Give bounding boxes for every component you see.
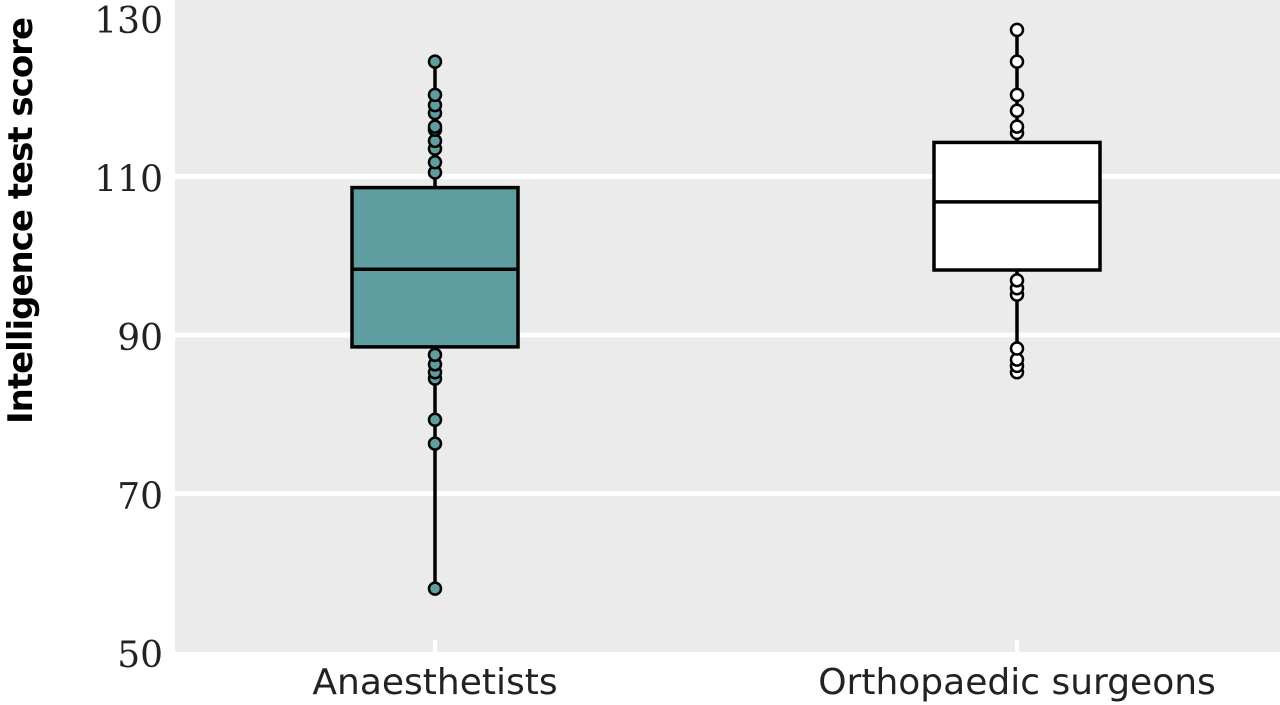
outlier-point [1009,341,1025,356]
outlier-point [427,119,443,134]
y-axis-label-wrap: Intelligence test score [0,0,44,430]
y-tick-label: 50 [117,635,163,676]
outlier-point [1009,103,1025,118]
box-group [350,54,520,596]
box-group [932,22,1102,380]
x-tick-label: Orthopaedic surgeons [818,662,1216,703]
x-tick-label: Anaesthetists [312,662,557,703]
y-tick-label: 70 [117,477,163,518]
outlier-point [427,412,443,428]
y-tick-label: 130 [94,1,163,42]
box [932,140,1102,272]
box [350,185,520,349]
y-tick-label: 90 [117,318,163,359]
boxes [350,22,1102,596]
outlier-point [427,154,443,170]
outlier-point [427,54,443,69]
plot-panel [175,0,1280,652]
outlier-point [427,436,443,451]
outlier-point [1009,22,1025,38]
outlier-point [427,347,443,363]
y-tick-labels: 50 70 90 110 130 [94,1,163,676]
outlier-point [1009,87,1025,103]
outlier-point [1009,119,1025,134]
x-tick-marks [433,640,1019,652]
x-tick-labels: Anaesthetists Orthopaedic surgeons [312,662,1215,703]
outlier-point [1009,54,1025,69]
outlier-point [427,581,443,596]
outlier-point [427,87,443,103]
y-tick-label: 110 [94,160,163,201]
y-axis-label: Intelligence test score [1,17,41,424]
outlier-point [1009,273,1025,288]
